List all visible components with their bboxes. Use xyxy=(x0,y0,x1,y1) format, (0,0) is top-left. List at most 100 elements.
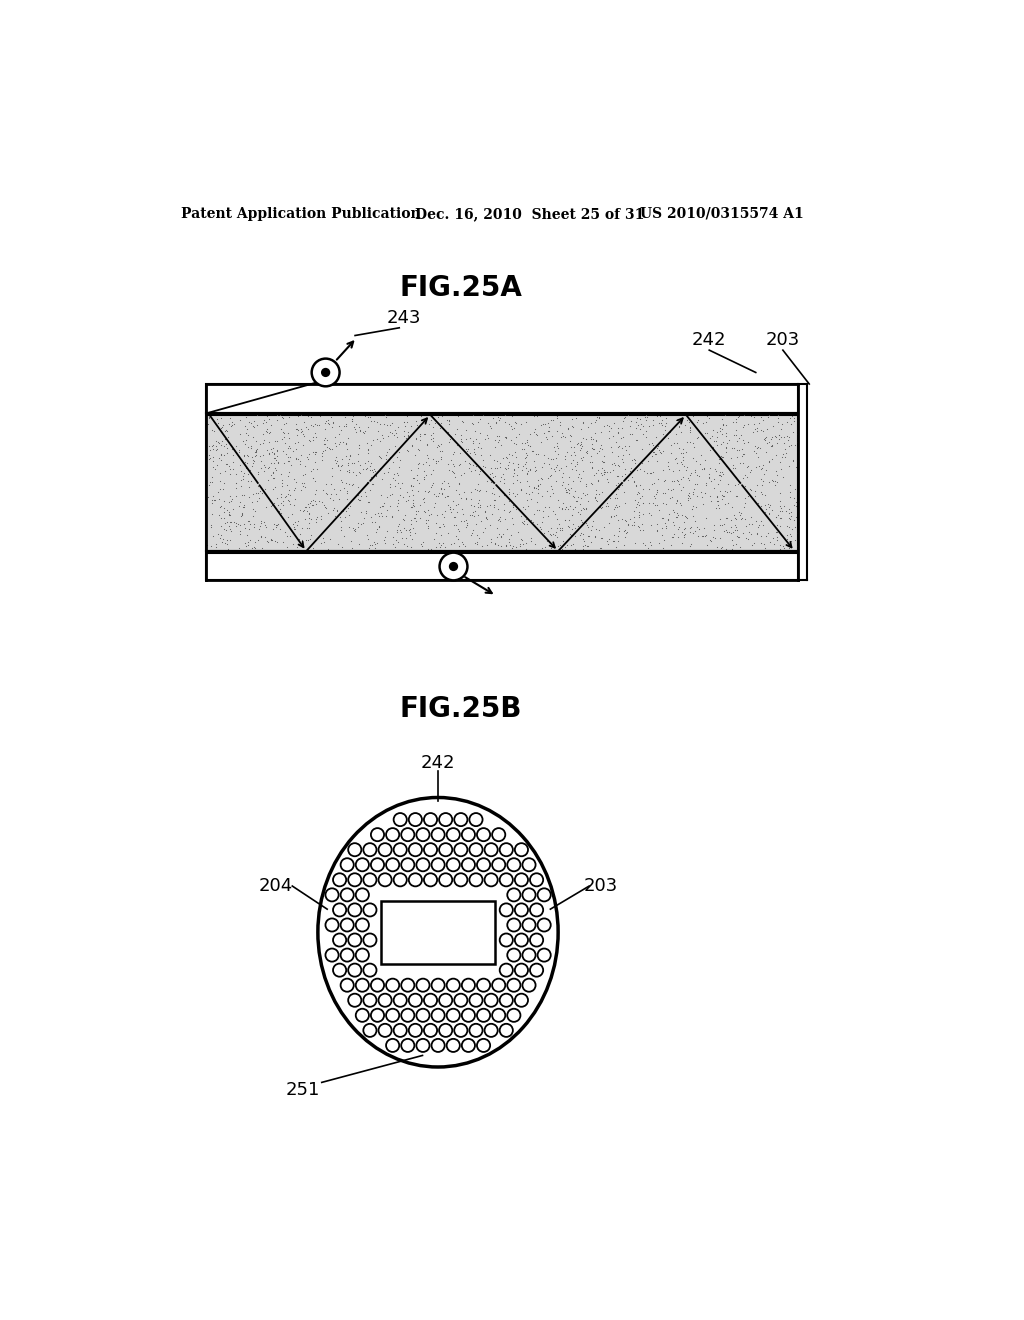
Point xyxy=(364,540,380,561)
Point xyxy=(350,533,367,554)
Point xyxy=(676,527,692,548)
Point xyxy=(415,531,431,552)
Point xyxy=(418,510,434,531)
Point xyxy=(315,433,332,454)
Point xyxy=(529,491,546,512)
Point xyxy=(205,434,221,455)
Point xyxy=(719,521,735,543)
Point xyxy=(303,524,319,545)
Circle shape xyxy=(355,978,369,991)
Point xyxy=(768,471,784,492)
Point xyxy=(359,451,376,473)
Point xyxy=(358,471,375,492)
Point xyxy=(288,432,304,453)
Point xyxy=(249,440,265,461)
Point xyxy=(201,445,217,466)
Point xyxy=(734,417,751,438)
Circle shape xyxy=(515,964,528,977)
Point xyxy=(517,433,534,454)
Point xyxy=(695,458,712,479)
Point xyxy=(593,463,609,484)
Point xyxy=(305,467,322,488)
Point xyxy=(648,479,665,500)
Point xyxy=(343,409,359,430)
Point xyxy=(549,408,565,429)
Point xyxy=(300,502,316,523)
Point xyxy=(429,436,445,457)
Point xyxy=(546,458,562,479)
Point xyxy=(398,491,415,512)
Point xyxy=(341,504,357,525)
Point xyxy=(467,532,483,553)
Point xyxy=(247,537,263,558)
Point xyxy=(255,461,271,482)
Point xyxy=(246,411,262,432)
Point xyxy=(574,461,591,482)
Circle shape xyxy=(401,1039,415,1052)
Point xyxy=(608,504,625,525)
Point xyxy=(433,449,450,470)
Point xyxy=(547,441,563,462)
Point xyxy=(537,523,553,544)
Point xyxy=(578,442,594,463)
Point xyxy=(526,457,543,478)
Point xyxy=(606,531,623,552)
Point xyxy=(529,405,546,426)
Point xyxy=(651,412,668,433)
Point xyxy=(490,508,507,529)
Point xyxy=(231,520,248,541)
Point xyxy=(307,413,324,434)
Point xyxy=(542,466,558,487)
Point xyxy=(211,463,227,484)
Point xyxy=(334,536,350,557)
Point xyxy=(669,490,685,511)
Point xyxy=(509,469,525,490)
Point xyxy=(302,529,318,550)
Point xyxy=(590,469,606,490)
Point xyxy=(244,446,260,467)
Point xyxy=(227,473,244,494)
Point xyxy=(390,499,407,520)
Point xyxy=(641,478,657,499)
Circle shape xyxy=(522,888,536,902)
Point xyxy=(649,494,666,515)
Point xyxy=(764,436,780,457)
Point xyxy=(585,510,601,531)
Point xyxy=(236,446,252,467)
Point xyxy=(677,523,693,544)
Point xyxy=(218,420,234,441)
Point xyxy=(757,533,773,554)
Point xyxy=(371,516,387,537)
Point xyxy=(515,455,531,477)
Point xyxy=(617,511,634,532)
Point xyxy=(371,515,387,536)
Point xyxy=(573,418,590,440)
Point xyxy=(510,457,526,478)
Point xyxy=(390,516,407,537)
Point xyxy=(359,417,376,438)
Point xyxy=(402,524,419,545)
Point xyxy=(305,467,322,488)
Point xyxy=(204,490,220,511)
Point xyxy=(545,482,561,503)
Point xyxy=(317,482,334,503)
Point xyxy=(439,495,456,516)
Point xyxy=(447,495,464,516)
Point xyxy=(693,525,710,546)
Point xyxy=(521,424,538,445)
Circle shape xyxy=(333,903,346,916)
Point xyxy=(208,440,224,461)
Point xyxy=(539,480,555,502)
Point xyxy=(760,494,776,515)
Point xyxy=(649,479,666,500)
Point xyxy=(741,521,758,543)
Point xyxy=(624,466,640,487)
Point xyxy=(292,454,308,475)
Point xyxy=(324,417,340,438)
Point xyxy=(351,437,368,458)
Point xyxy=(719,432,735,453)
Circle shape xyxy=(371,978,384,991)
Point xyxy=(279,475,295,496)
Circle shape xyxy=(538,919,551,932)
Point xyxy=(453,429,469,450)
